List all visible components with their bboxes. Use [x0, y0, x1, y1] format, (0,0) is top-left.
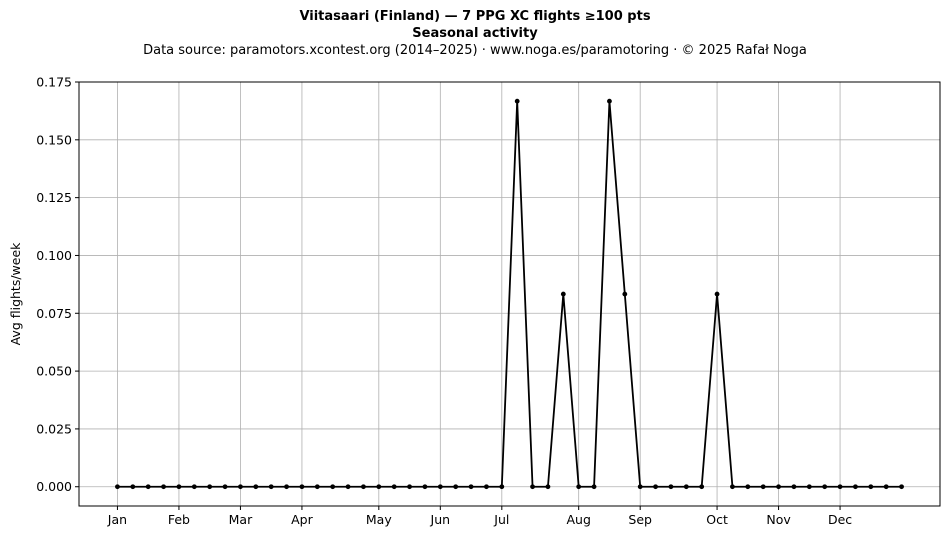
- title-block: Viitasaari (Finland) — 7 PPG XC flights …: [0, 8, 950, 59]
- y-axis: 0.000 0.025 0.050 0.075 0.100 0.125 0.150 0.175: [36, 75, 79, 494]
- data-point: [115, 484, 120, 490]
- chart-subtitle: Seasonal activity: [412, 26, 538, 41]
- data-point: [545, 484, 551, 490]
- data-point: [453, 484, 459, 490]
- x-tick-label: Jun: [430, 512, 451, 527]
- data-point: [176, 484, 182, 490]
- x-axis: Jan Feb Mar Apr May Jun Jul Aug Sep Oct Nov Dec: [107, 506, 852, 527]
- x-tick-label: Aug: [566, 512, 590, 527]
- data-point: [299, 484, 305, 490]
- data-point: [191, 484, 197, 490]
- data-point: [284, 484, 289, 490]
- data-point: [530, 484, 535, 490]
- data-point: [576, 484, 582, 490]
- data-point: [560, 291, 566, 297]
- data-point: [361, 484, 366, 490]
- series-layer: [115, 98, 904, 490]
- data-point: [422, 484, 428, 490]
- plot-frame: [78, 81, 941, 507]
- x-tick-label: Sep: [628, 512, 652, 527]
- data-point: [130, 484, 136, 490]
- y-tick-label: 0.000: [36, 479, 72, 494]
- data-point: [376, 484, 382, 490]
- data-point: [806, 484, 812, 490]
- data-point: [699, 484, 705, 490]
- y-tick-label: 0.175: [36, 75, 72, 90]
- chart-title: Viitasaari (Finland) — 7 PPG XC flights …: [299, 9, 651, 24]
- x-tick-label: Jan: [107, 512, 127, 527]
- data-point: [222, 484, 228, 490]
- data-point: [822, 484, 828, 490]
- series-line: [117, 100, 902, 488]
- data-point: [653, 484, 658, 490]
- data-point: [207, 484, 213, 490]
- data-point: [730, 484, 735, 490]
- data-point: [899, 484, 904, 490]
- y-axis-label: Avg flights/week: [8, 242, 23, 346]
- data-point: [437, 484, 443, 490]
- x-tick-label: Apr: [291, 512, 313, 527]
- data-point: [468, 484, 474, 490]
- data-point: [145, 484, 151, 490]
- x-tick-label: Feb: [168, 512, 190, 527]
- data-point: [268, 484, 274, 490]
- x-tick-label: May: [366, 512, 392, 527]
- data-point: [330, 484, 336, 490]
- data-point: [499, 484, 505, 490]
- data-point: [637, 484, 643, 490]
- data-point: [714, 291, 720, 297]
- data-point: [591, 484, 597, 490]
- data-source-credit: Data source: paramotors.xcontest.org (20…: [143, 43, 807, 58]
- data-point: [837, 484, 843, 490]
- data-point: [668, 484, 674, 490]
- y-tick-label: 0.100: [36, 248, 72, 263]
- y-tick-label: 0.025: [36, 421, 72, 436]
- data-point: [345, 484, 351, 490]
- data-point: [484, 484, 489, 490]
- data-point: [514, 98, 520, 104]
- x-tick-label: Jul: [493, 512, 509, 527]
- data-point: [883, 484, 889, 490]
- data-point: [745, 484, 751, 490]
- data-point: [776, 484, 781, 490]
- y-tick-label: 0.075: [36, 306, 72, 321]
- data-point: [607, 98, 612, 104]
- y-tick-label: 0.050: [36, 364, 72, 379]
- data-point: [622, 291, 628, 297]
- x-tick-label: Dec: [828, 512, 852, 527]
- data-point: [238, 484, 243, 490]
- data-point: [868, 484, 874, 490]
- data-point: [791, 484, 797, 490]
- data-point: [314, 484, 320, 490]
- data-point: [161, 484, 166, 490]
- data-point: [853, 484, 858, 490]
- x-tick-label: Mar: [229, 512, 253, 527]
- data-point: [407, 484, 412, 490]
- x-tick-label: Oct: [706, 512, 728, 527]
- data-point: [391, 484, 397, 490]
- x-tick-label: Nov: [766, 512, 791, 527]
- y-tick-label: 0.125: [36, 190, 72, 205]
- data-point: [760, 484, 766, 490]
- data-point: [683, 484, 689, 490]
- y-tick-label: 0.150: [36, 132, 72, 147]
- data-point: [253, 484, 259, 490]
